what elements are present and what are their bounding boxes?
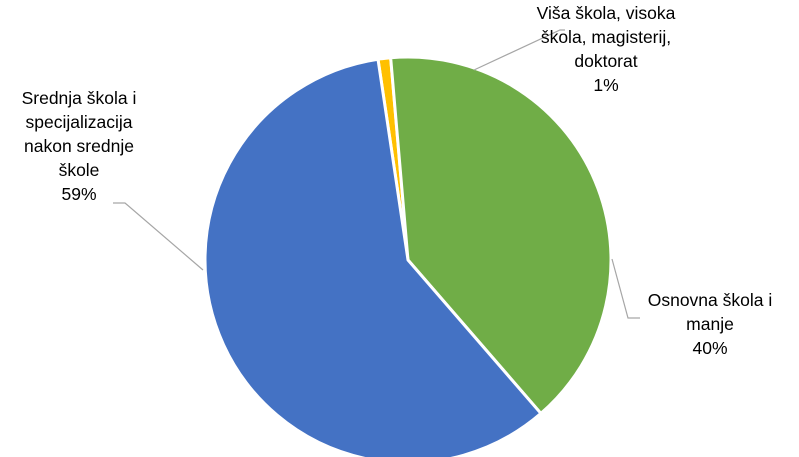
- data-label-0-line-3: 1%: [593, 75, 618, 95]
- data-label-1-line-1: manje: [686, 314, 734, 334]
- data-label-2-line-1: specijalizacija: [26, 112, 133, 132]
- data-label-1-line-2: 40%: [692, 338, 727, 358]
- data-label-1-line-0: Osnovna škola i: [648, 290, 773, 310]
- data-label-2: Srednja škola i specijalizacija nakon sred…: [22, 88, 137, 204]
- data-label-0-line-0: Viša škola, visoka: [537, 3, 676, 23]
- leader-line-1: [611, 258, 640, 319]
- leader-line-0: [473, 29, 565, 71]
- data-label-0-line-2: doktorat: [574, 51, 637, 71]
- data-label-2-line-3: škole: [59, 160, 100, 180]
- data-label-2-line-0: Srednja škola i: [22, 88, 137, 108]
- leader-line-2: [113, 202, 204, 271]
- data-label-0: Viša škola, visoka škola, magisterij, dokt…: [537, 3, 676, 95]
- data-label-0-line-1: škola, magisterij,: [541, 27, 671, 47]
- pie-slice-2: [203, 57, 543, 457]
- data-label-1: Osnovna škola i manje 40%: [648, 290, 773, 358]
- data-label-2-line-2: nakon srednje: [24, 136, 134, 156]
- pie-slice-1: [389, 55, 613, 415]
- data-label-2-line-4: 59%: [61, 184, 96, 204]
